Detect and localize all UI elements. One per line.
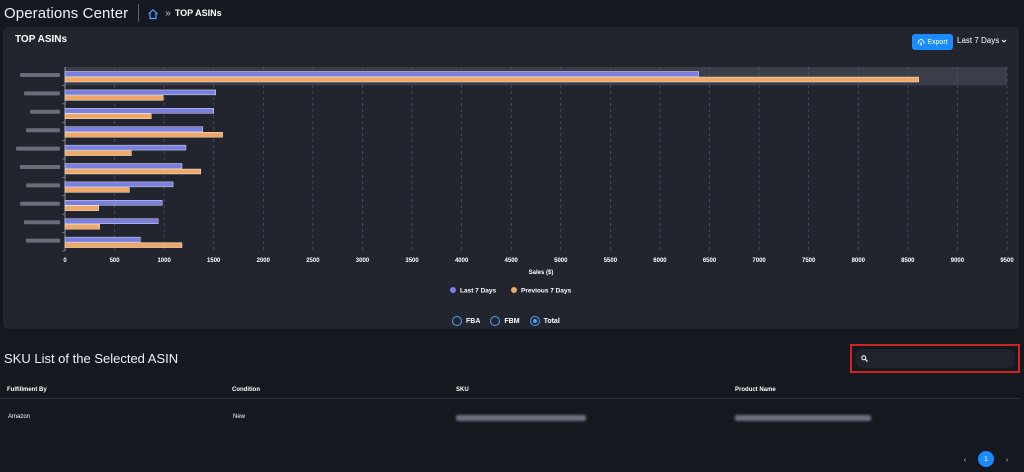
radio-circle-checked	[529, 316, 540, 326]
x-tick-label: 5500	[604, 258, 618, 264]
category-label-redacted	[26, 238, 60, 243]
x-tick-label: 6500	[703, 258, 717, 264]
radio-label: FBA	[466, 317, 481, 325]
bar-previous-7-days	[64, 76, 919, 83]
bar-last-7-days	[64, 236, 141, 243]
x-tick-label: 2000	[257, 258, 271, 264]
x-tick-label: 1500	[207, 258, 221, 264]
category-label-redacted	[20, 73, 60, 77]
page-1-button[interactable]: 1	[978, 451, 994, 467]
x-tick-label: 7500	[802, 258, 816, 264]
x-tick-label: 9000	[951, 258, 965, 264]
bar-last-7-days	[64, 108, 214, 114]
search-input[interactable]	[872, 354, 1002, 363]
fulfillment-filter: FBA FBM Total	[452, 316, 560, 326]
bar-previous-7-days	[64, 168, 202, 175]
bar-last-7-days	[64, 181, 174, 188]
table-row[interactable]: Amazon New	[0, 410, 1020, 426]
radio-circle	[490, 316, 501, 326]
bar-last-7-days	[64, 71, 699, 77]
x-tick-label: 0	[63, 258, 67, 264]
x-tick-label: 3000	[356, 258, 370, 264]
category-label-redacted	[30, 109, 60, 114]
category-label-redacted	[26, 183, 60, 188]
top-bar: Operations Center » TOP ASINs	[0, 0, 1024, 26]
bar-last-7-days	[64, 144, 187, 151]
radio-label: Total	[543, 317, 560, 325]
period-dropdown[interactable]: Last 7 Days	[957, 36, 1007, 45]
bar-previous-7-days	[64, 223, 100, 230]
legend-label-previous-7-days: Previous 7 Days	[521, 288, 572, 295]
search-icon	[861, 355, 868, 362]
bar-last-7-days	[64, 89, 216, 96]
period-label: Last 7 Days	[957, 36, 1000, 45]
prev-page-button[interactable]: ‹	[963, 454, 967, 464]
column-header-fulfillment[interactable]: Fulfillment By	[7, 387, 47, 393]
bar-previous-7-days	[64, 150, 132, 156]
cell-sku-redacted	[456, 415, 586, 421]
category-label-redacted	[24, 91, 60, 96]
top-asins-chart: 0 500 1000 1500 2000 2500 3000 3500 4000 4500 5000…	[16, 67, 1014, 295]
column-header-sku[interactable]: SKU	[456, 387, 469, 393]
category-label-redacted	[20, 165, 60, 169]
search-field[interactable]	[855, 349, 1015, 368]
bar-previous-7-days	[64, 131, 223, 138]
cell-fulfillment: Amazon	[8, 414, 31, 420]
x-tick-label: 1000	[157, 258, 171, 264]
category-label-redacted	[26, 128, 60, 133]
bar-last-7-days	[64, 163, 183, 169]
export-label: Export	[927, 38, 948, 46]
radio-fbm[interactable]: FBM	[490, 316, 520, 326]
bar-previous-7-days	[64, 242, 183, 248]
top-asins-card: 0 500 1000 1500 2000 2500 3000 3500 4000 4500 5000…	[3, 27, 1019, 329]
radio-total[interactable]: Total	[529, 316, 560, 326]
x-tick-label: 2500	[306, 258, 320, 264]
app-title: Operations Center	[4, 4, 129, 22]
export-button[interactable]: Export	[912, 34, 953, 50]
breadcrumb-current: TOP ASINs	[174, 8, 222, 18]
card-title: TOP ASINs	[15, 34, 68, 45]
bar-previous-7-days	[64, 113, 152, 120]
home-icon[interactable]	[147, 7, 159, 20]
category-label-redacted	[20, 201, 60, 206]
radio-circle	[452, 316, 462, 326]
cell-product-name-redacted	[735, 415, 871, 421]
breadcrumb-separator: »	[165, 7, 171, 19]
bar-last-7-days	[64, 126, 204, 132]
pagination: ‹ 1 ›	[958, 451, 1014, 467]
legend-label-last-7-days: Last 7 Days	[460, 288, 497, 295]
x-tick-label: 7000	[752, 258, 766, 264]
sku-section-title: SKU List of the Selected ASIN	[4, 351, 179, 366]
x-tick-label: 6000	[653, 258, 667, 264]
column-header-condition[interactable]: Condition	[232, 387, 260, 393]
legend-marker-last-7-days	[450, 287, 456, 293]
x-tick-label: 3500	[405, 258, 419, 264]
x-axis-label: Sales ($)	[529, 270, 554, 276]
column-header-product-name[interactable]: Product Name	[735, 387, 776, 393]
legend-marker-previous-7-days	[511, 287, 517, 293]
bar-previous-7-days	[64, 205, 99, 212]
bar-last-7-days	[64, 218, 159, 224]
bar-previous-7-days	[64, 187, 130, 193]
x-tick-label: 5000	[554, 258, 568, 264]
category-label-redacted	[24, 220, 60, 225]
bar-previous-7-days	[64, 95, 164, 101]
x-tick-label: 4500	[505, 258, 519, 264]
x-tick-label: 8500	[901, 258, 915, 264]
chevron-down-icon	[1001, 39, 1007, 43]
x-tick-label: 9500	[1000, 258, 1014, 264]
bar-last-7-days	[64, 200, 163, 206]
next-page-button[interactable]: ›	[1005, 454, 1009, 464]
cloud-download-icon	[918, 39, 925, 46]
x-tick-label: 500	[110, 258, 121, 264]
radio-fba[interactable]: FBA	[452, 316, 480, 326]
cell-condition: New	[233, 414, 246, 420]
x-tick-label: 8000	[852, 258, 866, 264]
search-highlight	[850, 344, 1020, 373]
radio-label: FBM	[504, 317, 520, 325]
table-header: Fulfillment By Condition SKU Product Nam…	[0, 383, 1020, 399]
x-tick-label: 4000	[455, 258, 469, 264]
category-label-redacted	[16, 146, 60, 151]
header-divider	[138, 4, 140, 22]
